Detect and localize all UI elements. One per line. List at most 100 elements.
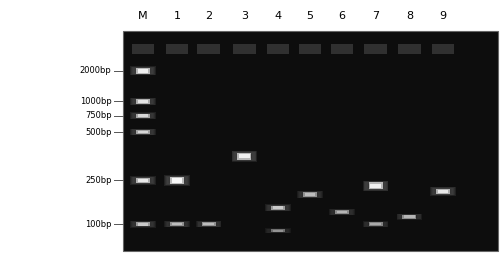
Bar (330, 210, 353, 215)
Bar (402, 215, 416, 218)
Bar (169, 223, 185, 226)
Bar (136, 222, 150, 226)
Bar (271, 205, 285, 210)
Bar (367, 183, 384, 189)
Text: 7: 7 (372, 11, 379, 21)
Bar (267, 44, 289, 54)
Bar (398, 214, 421, 220)
Bar (302, 193, 318, 196)
Text: 1000bp: 1000bp (80, 97, 112, 106)
Bar (332, 210, 351, 214)
Bar (170, 223, 184, 226)
Text: 4: 4 (274, 11, 281, 21)
Bar (135, 130, 151, 134)
Bar (135, 179, 151, 182)
Bar (133, 222, 154, 227)
Bar (134, 99, 152, 103)
Bar (133, 130, 154, 135)
Bar (130, 98, 156, 105)
Bar (436, 188, 450, 194)
Bar (366, 182, 386, 190)
Bar (136, 69, 150, 73)
Bar (131, 177, 155, 184)
Bar (232, 151, 256, 161)
Bar (366, 182, 385, 189)
Bar (298, 192, 322, 198)
Bar (434, 188, 452, 194)
Bar (170, 178, 184, 182)
Bar (234, 152, 254, 160)
Bar (268, 229, 287, 232)
Bar (131, 113, 155, 119)
Bar (136, 223, 150, 226)
Bar (267, 229, 289, 233)
Bar (136, 115, 150, 117)
Bar (398, 44, 420, 54)
Bar (400, 215, 418, 218)
Bar (368, 222, 382, 226)
Bar (431, 187, 455, 195)
Bar (368, 184, 383, 188)
Bar (398, 214, 420, 219)
Bar (200, 223, 218, 226)
Bar (233, 152, 256, 161)
Bar (204, 223, 214, 226)
Bar (363, 181, 388, 191)
Bar (134, 222, 152, 226)
Bar (299, 44, 321, 54)
Bar (335, 210, 349, 214)
Bar (134, 114, 152, 118)
Bar (430, 187, 456, 196)
Bar (237, 154, 252, 158)
Bar (199, 222, 218, 226)
Bar (270, 206, 286, 210)
Text: 2000bp: 2000bp (80, 66, 112, 75)
Bar (271, 230, 285, 232)
Bar (271, 229, 285, 232)
Bar (330, 209, 354, 215)
Bar (169, 178, 185, 183)
Bar (168, 177, 186, 183)
Bar (131, 98, 155, 105)
Bar (402, 215, 417, 218)
Bar (370, 223, 381, 226)
Bar (332, 210, 352, 215)
Bar (198, 222, 219, 227)
Bar (134, 130, 152, 134)
Text: 500bp: 500bp (85, 128, 112, 137)
Bar (268, 205, 288, 210)
Bar (133, 68, 154, 74)
Bar (299, 192, 321, 198)
Bar (136, 178, 150, 183)
Bar (434, 189, 452, 194)
Bar (132, 113, 154, 118)
Bar (168, 222, 186, 226)
Bar (236, 154, 252, 159)
Bar (432, 44, 454, 54)
Bar (202, 222, 216, 226)
Bar (364, 222, 388, 227)
Bar (135, 69, 151, 73)
Bar (136, 130, 150, 134)
Bar (303, 193, 317, 196)
Bar (300, 192, 320, 197)
Bar (396, 213, 422, 220)
Bar (138, 69, 148, 73)
Bar (297, 191, 323, 198)
Bar (364, 182, 387, 190)
Bar (304, 193, 316, 196)
Bar (134, 178, 152, 183)
Bar (165, 221, 189, 227)
Bar (132, 44, 154, 54)
Bar (368, 182, 382, 189)
Bar (364, 222, 387, 227)
Bar (366, 222, 386, 226)
Bar (271, 206, 285, 209)
Bar (273, 230, 283, 232)
Text: 5: 5 (306, 11, 314, 21)
Bar (164, 221, 190, 227)
Bar (232, 151, 257, 162)
Text: 8: 8 (406, 11, 413, 21)
Bar (367, 223, 384, 226)
Bar (198, 222, 220, 227)
